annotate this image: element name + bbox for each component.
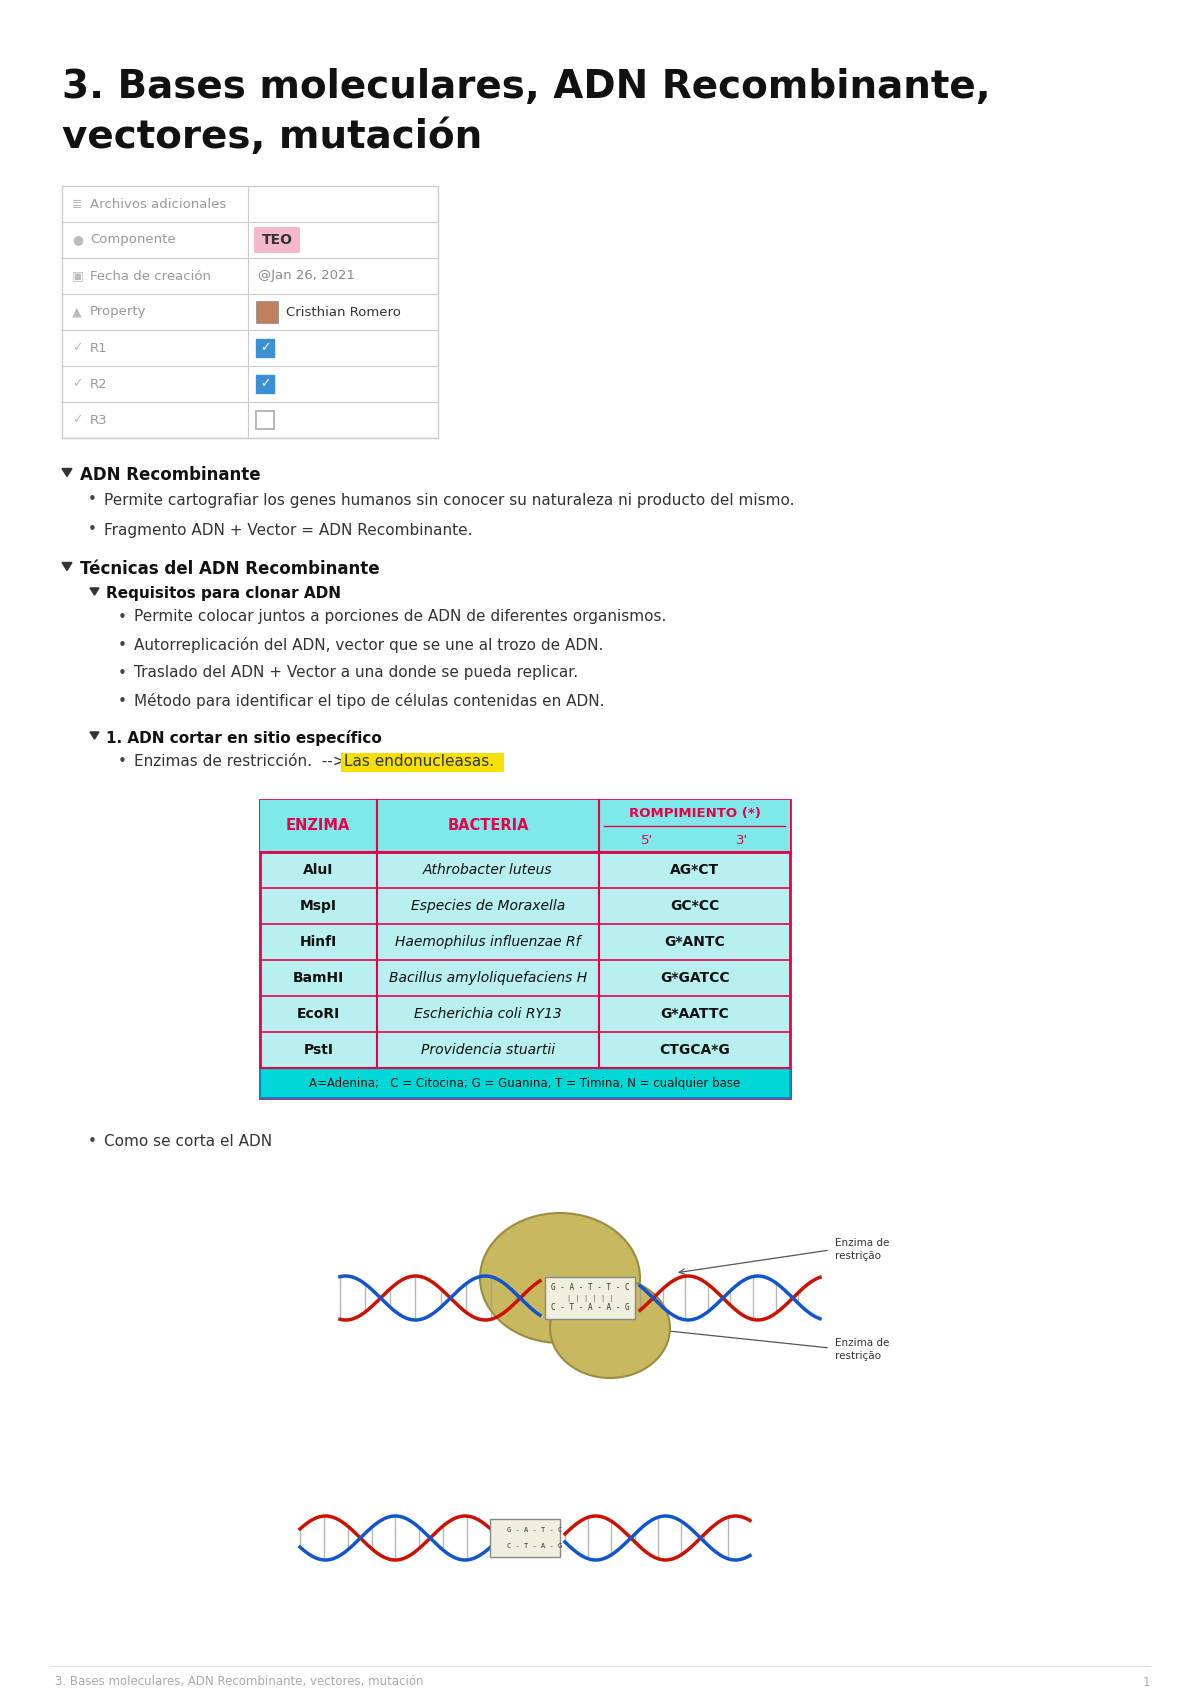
- Text: Bacillus amyloliquefaciens H: Bacillus amyloliquefaciens H: [389, 972, 587, 985]
- Text: 3. Bases moleculares, ADN Recombinante, vectores, mutación: 3. Bases moleculares, ADN Recombinante, …: [55, 1676, 424, 1689]
- FancyBboxPatch shape: [256, 300, 278, 322]
- Text: 3. Bases moleculares, ADN Recombinante,: 3. Bases moleculares, ADN Recombinante,: [62, 68, 991, 105]
- Text: G*GATCC: G*GATCC: [660, 972, 730, 985]
- Text: PstI: PstI: [304, 1043, 334, 1057]
- FancyBboxPatch shape: [256, 410, 274, 429]
- Text: AluI: AluI: [304, 863, 334, 877]
- Text: G - A - T - T - C: G - A - T - T - C: [551, 1284, 629, 1292]
- Text: Requisitos para clonar ADN: Requisitos para clonar ADN: [106, 587, 341, 600]
- Bar: [260, 801, 790, 1097]
- FancyBboxPatch shape: [256, 375, 274, 393]
- Text: 5': 5': [641, 833, 653, 846]
- Text: •: •: [118, 609, 127, 624]
- Text: Traslado del ADN + Vector a una donde se pueda replicar.: Traslado del ADN + Vector a una donde se…: [134, 665, 578, 680]
- Polygon shape: [90, 733, 98, 739]
- Bar: [490, 1520, 560, 1557]
- Text: Athrobacter luteus: Athrobacter luteus: [424, 863, 553, 877]
- Text: 1. ADN cortar en sitio específico: 1. ADN cortar en sitio específico: [106, 729, 382, 746]
- Text: C - T - A - G: C - T - A - G: [508, 1543, 563, 1548]
- Text: Componente: Componente: [90, 234, 175, 246]
- Text: ▣: ▣: [72, 270, 84, 283]
- Text: Cristhian Romero: Cristhian Romero: [286, 305, 401, 319]
- Text: vectores, mutación: vectores, mutación: [62, 119, 482, 156]
- Text: Enzima de: Enzima de: [835, 1338, 889, 1348]
- Text: Autorreplicación del ADN, vector que se une al trozo de ADN.: Autorreplicación del ADN, vector que se …: [134, 638, 604, 653]
- Text: ✓: ✓: [72, 341, 83, 354]
- Text: G*ANTC: G*ANTC: [665, 934, 725, 950]
- FancyBboxPatch shape: [256, 339, 274, 356]
- Text: 3': 3': [737, 833, 749, 846]
- Text: ≣: ≣: [72, 197, 83, 210]
- Text: ✓: ✓: [259, 378, 270, 390]
- Text: EcoRI: EcoRI: [296, 1007, 340, 1021]
- Text: Haemophilus influenzae Rf: Haemophilus influenzae Rf: [395, 934, 581, 950]
- Text: Fecha de creación: Fecha de creación: [90, 270, 211, 283]
- Text: ADN Recombinante: ADN Recombinante: [80, 466, 260, 483]
- Text: R1: R1: [90, 341, 108, 354]
- Text: Permite cartografiar los genes humanos sin conocer su naturaleza ni producto del: Permite cartografiar los genes humanos s…: [104, 492, 794, 507]
- Polygon shape: [62, 563, 72, 570]
- Bar: [62, 187, 438, 438]
- Text: •: •: [118, 665, 127, 680]
- Text: Como se corta el ADN: Como se corta el ADN: [104, 1133, 272, 1148]
- Text: R3: R3: [90, 414, 108, 426]
- Text: Especies de Moraxella: Especies de Moraxella: [410, 899, 565, 912]
- Text: Escherichia coli RY13: Escherichia coli RY13: [414, 1007, 562, 1021]
- Text: ENZIMA: ENZIMA: [286, 819, 350, 833]
- Text: ✓: ✓: [259, 341, 270, 354]
- Text: TEO: TEO: [262, 232, 293, 248]
- Text: •: •: [118, 753, 127, 768]
- Text: restrição: restrição: [835, 1352, 881, 1360]
- Text: •: •: [88, 492, 97, 507]
- Text: MspI: MspI: [300, 899, 337, 912]
- Text: CTGCA*G: CTGCA*G: [659, 1043, 730, 1057]
- Text: Técnicas del ADN Recombinante: Técnicas del ADN Recombinante: [80, 560, 379, 578]
- Text: G*AATTC: G*AATTC: [660, 1007, 728, 1021]
- Text: HinfI: HinfI: [300, 934, 337, 950]
- Text: R2: R2: [90, 378, 108, 390]
- Polygon shape: [62, 468, 72, 477]
- Text: ✓: ✓: [72, 414, 83, 426]
- Text: ROMPIMIENTO (*): ROMPIMIENTO (*): [629, 807, 761, 821]
- Text: •: •: [88, 522, 97, 538]
- Text: Las endonucleasas.: Las endonucleasas.: [344, 753, 494, 768]
- Text: | | | | | |: | | | | | |: [566, 1294, 613, 1301]
- FancyBboxPatch shape: [341, 753, 504, 772]
- Text: BamHI: BamHI: [293, 972, 344, 985]
- Text: AG*CT: AG*CT: [670, 863, 719, 877]
- Text: Método para identificar el tipo de células contenidas en ADN.: Método para identificar el tipo de célul…: [134, 694, 605, 709]
- Text: Enzimas de restricción.  -->: Enzimas de restricción. -->: [134, 753, 346, 768]
- Text: Property: Property: [90, 305, 146, 319]
- Text: ▲: ▲: [72, 305, 82, 319]
- Text: •: •: [118, 694, 127, 709]
- Polygon shape: [90, 589, 98, 595]
- Ellipse shape: [550, 1279, 670, 1377]
- Bar: [260, 1068, 790, 1097]
- Text: Providencia stuartii: Providencia stuartii: [421, 1043, 554, 1057]
- Text: restrição: restrição: [835, 1252, 881, 1262]
- Text: ●: ●: [72, 234, 83, 246]
- Ellipse shape: [480, 1213, 640, 1343]
- Text: GC*CC: GC*CC: [670, 899, 719, 912]
- Text: •: •: [118, 638, 127, 653]
- Text: G - A - T - C: G - A - T - C: [508, 1526, 563, 1533]
- Bar: [260, 801, 790, 851]
- Text: 1: 1: [1142, 1676, 1150, 1689]
- Text: Enzima de: Enzima de: [835, 1238, 889, 1248]
- FancyBboxPatch shape: [254, 227, 300, 253]
- Text: C - T - A - A - G: C - T - A - A - G: [551, 1304, 629, 1313]
- Text: Permite colocar juntos a porciones de ADN de diferentes organismos.: Permite colocar juntos a porciones de AD…: [134, 609, 666, 624]
- Text: Archivos adicionales: Archivos adicionales: [90, 197, 227, 210]
- Text: •: •: [88, 1133, 97, 1148]
- Text: Fragmento ADN + Vector = ADN Recombinante.: Fragmento ADN + Vector = ADN Recombinant…: [104, 522, 473, 538]
- Text: @Jan 26, 2021: @Jan 26, 2021: [258, 270, 355, 283]
- Bar: [545, 1277, 635, 1319]
- Text: BACTERIA: BACTERIA: [448, 819, 529, 833]
- Text: A=Adenina;   C = Citocina; G = Guanina, T = Timina, N = cualquier base: A=Adenina; C = Citocina; G = Guanina, T …: [310, 1077, 740, 1089]
- Text: ✓: ✓: [72, 378, 83, 390]
